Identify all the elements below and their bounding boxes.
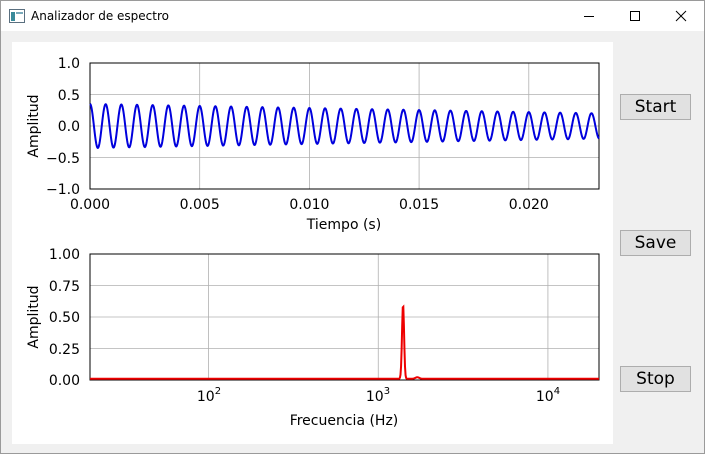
y-tick-label: 0.50 <box>49 310 80 326</box>
x-tick-exponent: 4 <box>554 386 560 397</box>
x-tick-base: 10 <box>536 389 554 405</box>
y-tick-label: 0.75 <box>49 279 80 295</box>
time-chart: 1.0 0.5 0.0 −0.5 −1.0 0.000 0.005 0.010 … <box>26 56 600 233</box>
title-bar[interactable]: Analizador de espectro <box>1 1 704 31</box>
time-x-label: Tiempo (s) <box>306 217 381 233</box>
frequency-y-label: Amplitud <box>26 285 42 348</box>
x-tick-label: 103 <box>366 386 390 405</box>
x-tick-base: 10 <box>197 389 215 405</box>
x-tick-base: 10 <box>366 389 384 405</box>
x-tick-label: 102 <box>197 386 221 405</box>
y-tick-label: 1.00 <box>49 247 80 263</box>
plot-canvas: 1.0 0.5 0.0 −0.5 −1.0 0.000 0.005 0.010 … <box>12 42 613 444</box>
frequency-grid <box>90 254 599 380</box>
x-tick-label: 0.015 <box>399 197 439 213</box>
time-y-label: Amplitud <box>26 94 42 157</box>
x-tick-label: 0.020 <box>509 197 549 213</box>
maximize-icon <box>630 11 640 21</box>
stop-button[interactable]: Stop <box>620 366 691 392</box>
start-button[interactable]: Start <box>620 94 691 120</box>
y-tick-label: 0.5 <box>58 88 80 104</box>
y-tick-label: −0.5 <box>46 151 80 167</box>
time-axes-frame <box>89 62 600 190</box>
y-tick-label: 0.0 <box>58 119 80 135</box>
time-x-ticks: 0.000 0.005 0.010 0.015 0.020 <box>70 197 549 213</box>
y-tick-label: 0.25 <box>49 342 80 358</box>
maximize-button[interactable] <box>612 1 658 31</box>
frequency-series-line <box>90 304 599 380</box>
close-button[interactable] <box>658 1 704 31</box>
x-tick-exponent: 3 <box>384 386 390 397</box>
close-icon <box>675 10 687 22</box>
y-tick-label: −1.0 <box>46 182 80 198</box>
y-tick-label: 0.00 <box>49 373 80 389</box>
frequency-y-ticks: 1.00 0.75 0.50 0.25 0.00 <box>49 247 80 389</box>
minimize-icon <box>584 16 594 17</box>
frequency-x-ticks: 102 103 104 <box>197 386 560 405</box>
x-tick-label: 0.010 <box>289 197 329 213</box>
x-tick-label: 104 <box>536 386 560 405</box>
minimize-button[interactable] <box>566 1 612 31</box>
time-series-line <box>89 103 600 149</box>
save-button[interactable]: Save <box>620 230 691 256</box>
x-tick-label: 0.005 <box>180 197 220 213</box>
frequency-chart: 1.00 0.75 0.50 0.25 0.00 102 103 104 Fre… <box>26 247 600 429</box>
y-tick-label: 1.0 <box>58 56 80 72</box>
time-y-ticks: 1.0 0.5 0.0 −0.5 −1.0 <box>46 56 80 198</box>
x-tick-exponent: 2 <box>215 386 221 397</box>
window-title: Analizador de espectro <box>31 9 169 23</box>
x-tick-label: 0.000 <box>70 197 110 213</box>
plots-svg: 1.0 0.5 0.0 −0.5 −1.0 0.000 0.005 0.010 … <box>26 56 600 429</box>
app-window-icon <box>9 9 25 23</box>
frequency-axes-frame <box>89 253 600 381</box>
frequency-x-label: Frecuencia (Hz) <box>290 413 399 429</box>
